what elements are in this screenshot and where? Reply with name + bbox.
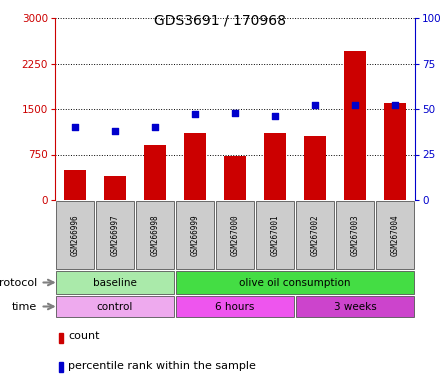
- Text: GSM267002: GSM267002: [311, 214, 319, 256]
- Bar: [256, 201, 294, 269]
- Bar: [56, 201, 94, 269]
- Point: [352, 102, 359, 108]
- Point: [111, 128, 118, 134]
- Bar: [59, 362, 62, 372]
- Bar: [376, 201, 414, 269]
- Bar: [176, 271, 414, 294]
- Bar: [296, 201, 334, 269]
- Text: count: count: [68, 331, 99, 341]
- Bar: [304, 136, 326, 200]
- Text: GSM267004: GSM267004: [391, 214, 400, 256]
- Point: [392, 102, 399, 108]
- Text: control: control: [97, 301, 133, 311]
- Text: percentile rank within the sample: percentile rank within the sample: [68, 361, 256, 371]
- Bar: [216, 201, 254, 269]
- Bar: [136, 201, 174, 269]
- Bar: [56, 271, 174, 294]
- Bar: [64, 170, 86, 200]
- Bar: [144, 146, 166, 200]
- Text: GSM266997: GSM266997: [110, 214, 120, 256]
- Text: GSM266999: GSM266999: [191, 214, 199, 256]
- Point: [231, 109, 238, 116]
- Bar: [224, 156, 246, 200]
- Bar: [59, 333, 62, 343]
- Text: olive oil consumption: olive oil consumption: [239, 278, 351, 288]
- Text: GSM266996: GSM266996: [70, 214, 80, 256]
- Bar: [296, 296, 414, 317]
- Text: GSM266998: GSM266998: [150, 214, 160, 256]
- Bar: [176, 201, 214, 269]
- Point: [71, 124, 78, 130]
- Text: GSM267001: GSM267001: [271, 214, 279, 256]
- Bar: [264, 133, 286, 200]
- Bar: [104, 176, 126, 200]
- Point: [191, 111, 198, 118]
- Text: time: time: [12, 301, 37, 311]
- Bar: [384, 103, 406, 200]
- Text: protocol: protocol: [0, 278, 37, 288]
- Bar: [176, 296, 294, 317]
- Bar: [96, 201, 134, 269]
- Text: baseline: baseline: [93, 278, 137, 288]
- Text: GSM267000: GSM267000: [231, 214, 239, 256]
- Bar: [56, 296, 174, 317]
- Text: 6 hours: 6 hours: [215, 301, 255, 311]
- Text: 3 weeks: 3 weeks: [334, 301, 376, 311]
- Text: GSM267003: GSM267003: [351, 214, 359, 256]
- Text: GDS3691 / 170968: GDS3691 / 170968: [154, 14, 286, 28]
- Point: [312, 102, 319, 108]
- Point: [271, 113, 279, 119]
- Bar: [184, 133, 206, 200]
- Bar: [336, 201, 374, 269]
- Bar: [344, 51, 366, 200]
- Point: [151, 124, 158, 130]
